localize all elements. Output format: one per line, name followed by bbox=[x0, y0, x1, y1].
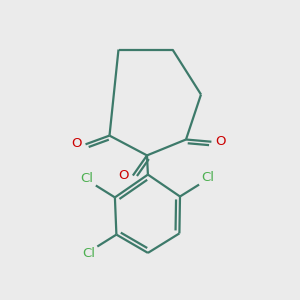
Text: Cl: Cl bbox=[202, 171, 214, 184]
Text: O: O bbox=[71, 137, 82, 150]
Text: Cl: Cl bbox=[80, 172, 93, 184]
Text: O: O bbox=[215, 135, 226, 148]
Text: O: O bbox=[118, 169, 129, 182]
Text: Cl: Cl bbox=[82, 248, 95, 260]
